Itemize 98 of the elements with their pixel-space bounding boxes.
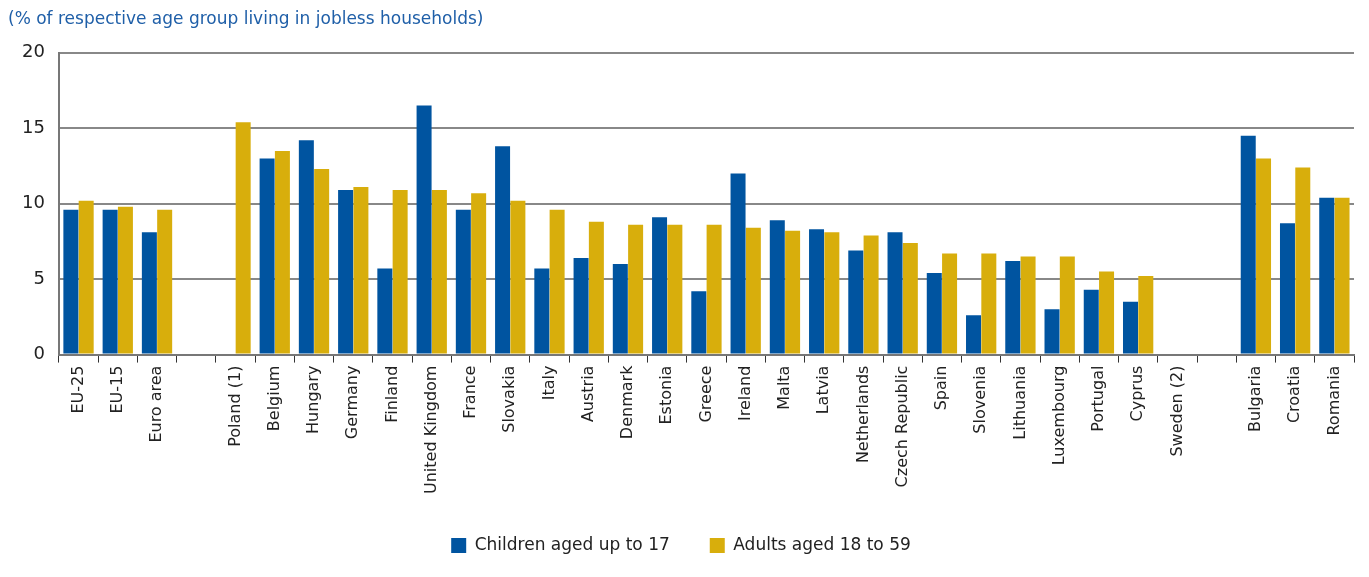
y-tick-label: 5 [33, 266, 45, 288]
bar [549, 209, 565, 354]
y-tick-label: 20 [22, 40, 45, 62]
x-tick-label: Lithuania [1009, 365, 1029, 440]
bar [573, 258, 589, 354]
x-tick-label: Hungary [303, 365, 323, 434]
bar [1044, 309, 1060, 354]
bar [926, 273, 942, 354]
bar [392, 190, 408, 354]
bar [691, 291, 707, 354]
bar [706, 224, 722, 354]
y-tick-label: 0 [33, 342, 45, 364]
bar [1279, 223, 1295, 354]
bar [1099, 271, 1115, 354]
x-tick-label: EU-25 [67, 365, 87, 414]
x-tick-label: Belgium [263, 365, 283, 432]
bar [1138, 276, 1154, 354]
bar [863, 235, 879, 354]
bar [338, 190, 354, 354]
bar [1256, 158, 1272, 354]
bar [848, 250, 864, 354]
bar [471, 193, 487, 354]
bar [431, 190, 447, 354]
bar [809, 229, 825, 354]
bar [353, 187, 369, 354]
x-tick-label: Luxembourg [1048, 365, 1068, 466]
bar [966, 315, 982, 354]
bar [416, 105, 432, 354]
bar [942, 253, 958, 354]
x-tick-label: Euro area [146, 365, 166, 443]
bar [157, 209, 173, 354]
bar [455, 209, 471, 354]
bar [902, 242, 918, 354]
x-tick-label: Croatia [1284, 365, 1304, 424]
legend-label: Children aged up to 17 [474, 533, 670, 554]
x-tick-label: Slovenia [970, 365, 990, 434]
x-tick-label: Czech Republic [891, 365, 911, 488]
bar [745, 227, 761, 354]
x-tick-label: Greece [695, 365, 715, 423]
bar [534, 268, 550, 354]
bar [785, 230, 801, 354]
x-tick-label: Slovakia [499, 365, 519, 433]
bar [377, 268, 393, 354]
bar [730, 173, 746, 354]
bar [314, 168, 330, 354]
bar [1240, 135, 1256, 354]
bar [628, 224, 644, 354]
x-tick-label: United Kingdom [420, 365, 440, 494]
bar [1059, 256, 1075, 354]
x-tick-label: Sweden (2) [1166, 365, 1186, 457]
bar [612, 264, 628, 354]
bar [259, 158, 275, 354]
x-tick-label: Cyprus [1127, 365, 1147, 422]
legend-label: Adults aged 18 to 59 [733, 533, 911, 554]
x-tick-label: EU-15 [106, 365, 126, 414]
bar [235, 122, 251, 354]
bar [1319, 197, 1335, 354]
bar [769, 220, 785, 354]
bar [1083, 289, 1099, 354]
bar [887, 232, 903, 354]
bar [274, 150, 290, 354]
x-tick-label: Germany [342, 365, 362, 440]
x-tick-label: Bulgaria [1245, 365, 1265, 432]
x-tick-label: Netherlands [852, 365, 872, 464]
x-tick-label: Portugal [1088, 365, 1108, 432]
bar [510, 200, 526, 354]
x-tick-label: Spain [931, 365, 951, 411]
bar [141, 232, 157, 354]
x-tick-label: France [460, 365, 480, 419]
x-tick-label: Romania [1323, 365, 1343, 436]
bar [588, 221, 604, 354]
bar [1020, 256, 1036, 354]
x-tick-label: Malta [774, 365, 794, 410]
bar [1005, 261, 1021, 354]
bar [102, 209, 118, 354]
y-tick-label: 15 [22, 115, 45, 137]
x-tick-label: Denmark [617, 364, 637, 440]
bar [298, 140, 314, 354]
bar [667, 224, 683, 354]
bar [495, 146, 511, 354]
x-tick-label: Finland [381, 365, 401, 423]
x-tick-label: Poland (1) [224, 365, 244, 447]
x-tick-label: Latvia [813, 365, 833, 415]
x-tick-label: Austria [577, 365, 597, 423]
bar [1334, 197, 1350, 354]
bar [78, 200, 94, 354]
y-tick-label: 10 [22, 191, 45, 213]
x-tick-label: Estonia [656, 365, 676, 425]
bar [824, 232, 840, 354]
bar [1295, 167, 1311, 354]
bar [1123, 301, 1138, 354]
bar [63, 209, 79, 354]
x-tick-label: Italy [538, 365, 558, 401]
bar [981, 253, 997, 354]
bar [652, 217, 668, 354]
bar [117, 206, 133, 354]
chart-subtitle: (% of respective age group living in jobless households) [8, 8, 485, 28]
x-tick-label: Ireland [734, 365, 754, 421]
